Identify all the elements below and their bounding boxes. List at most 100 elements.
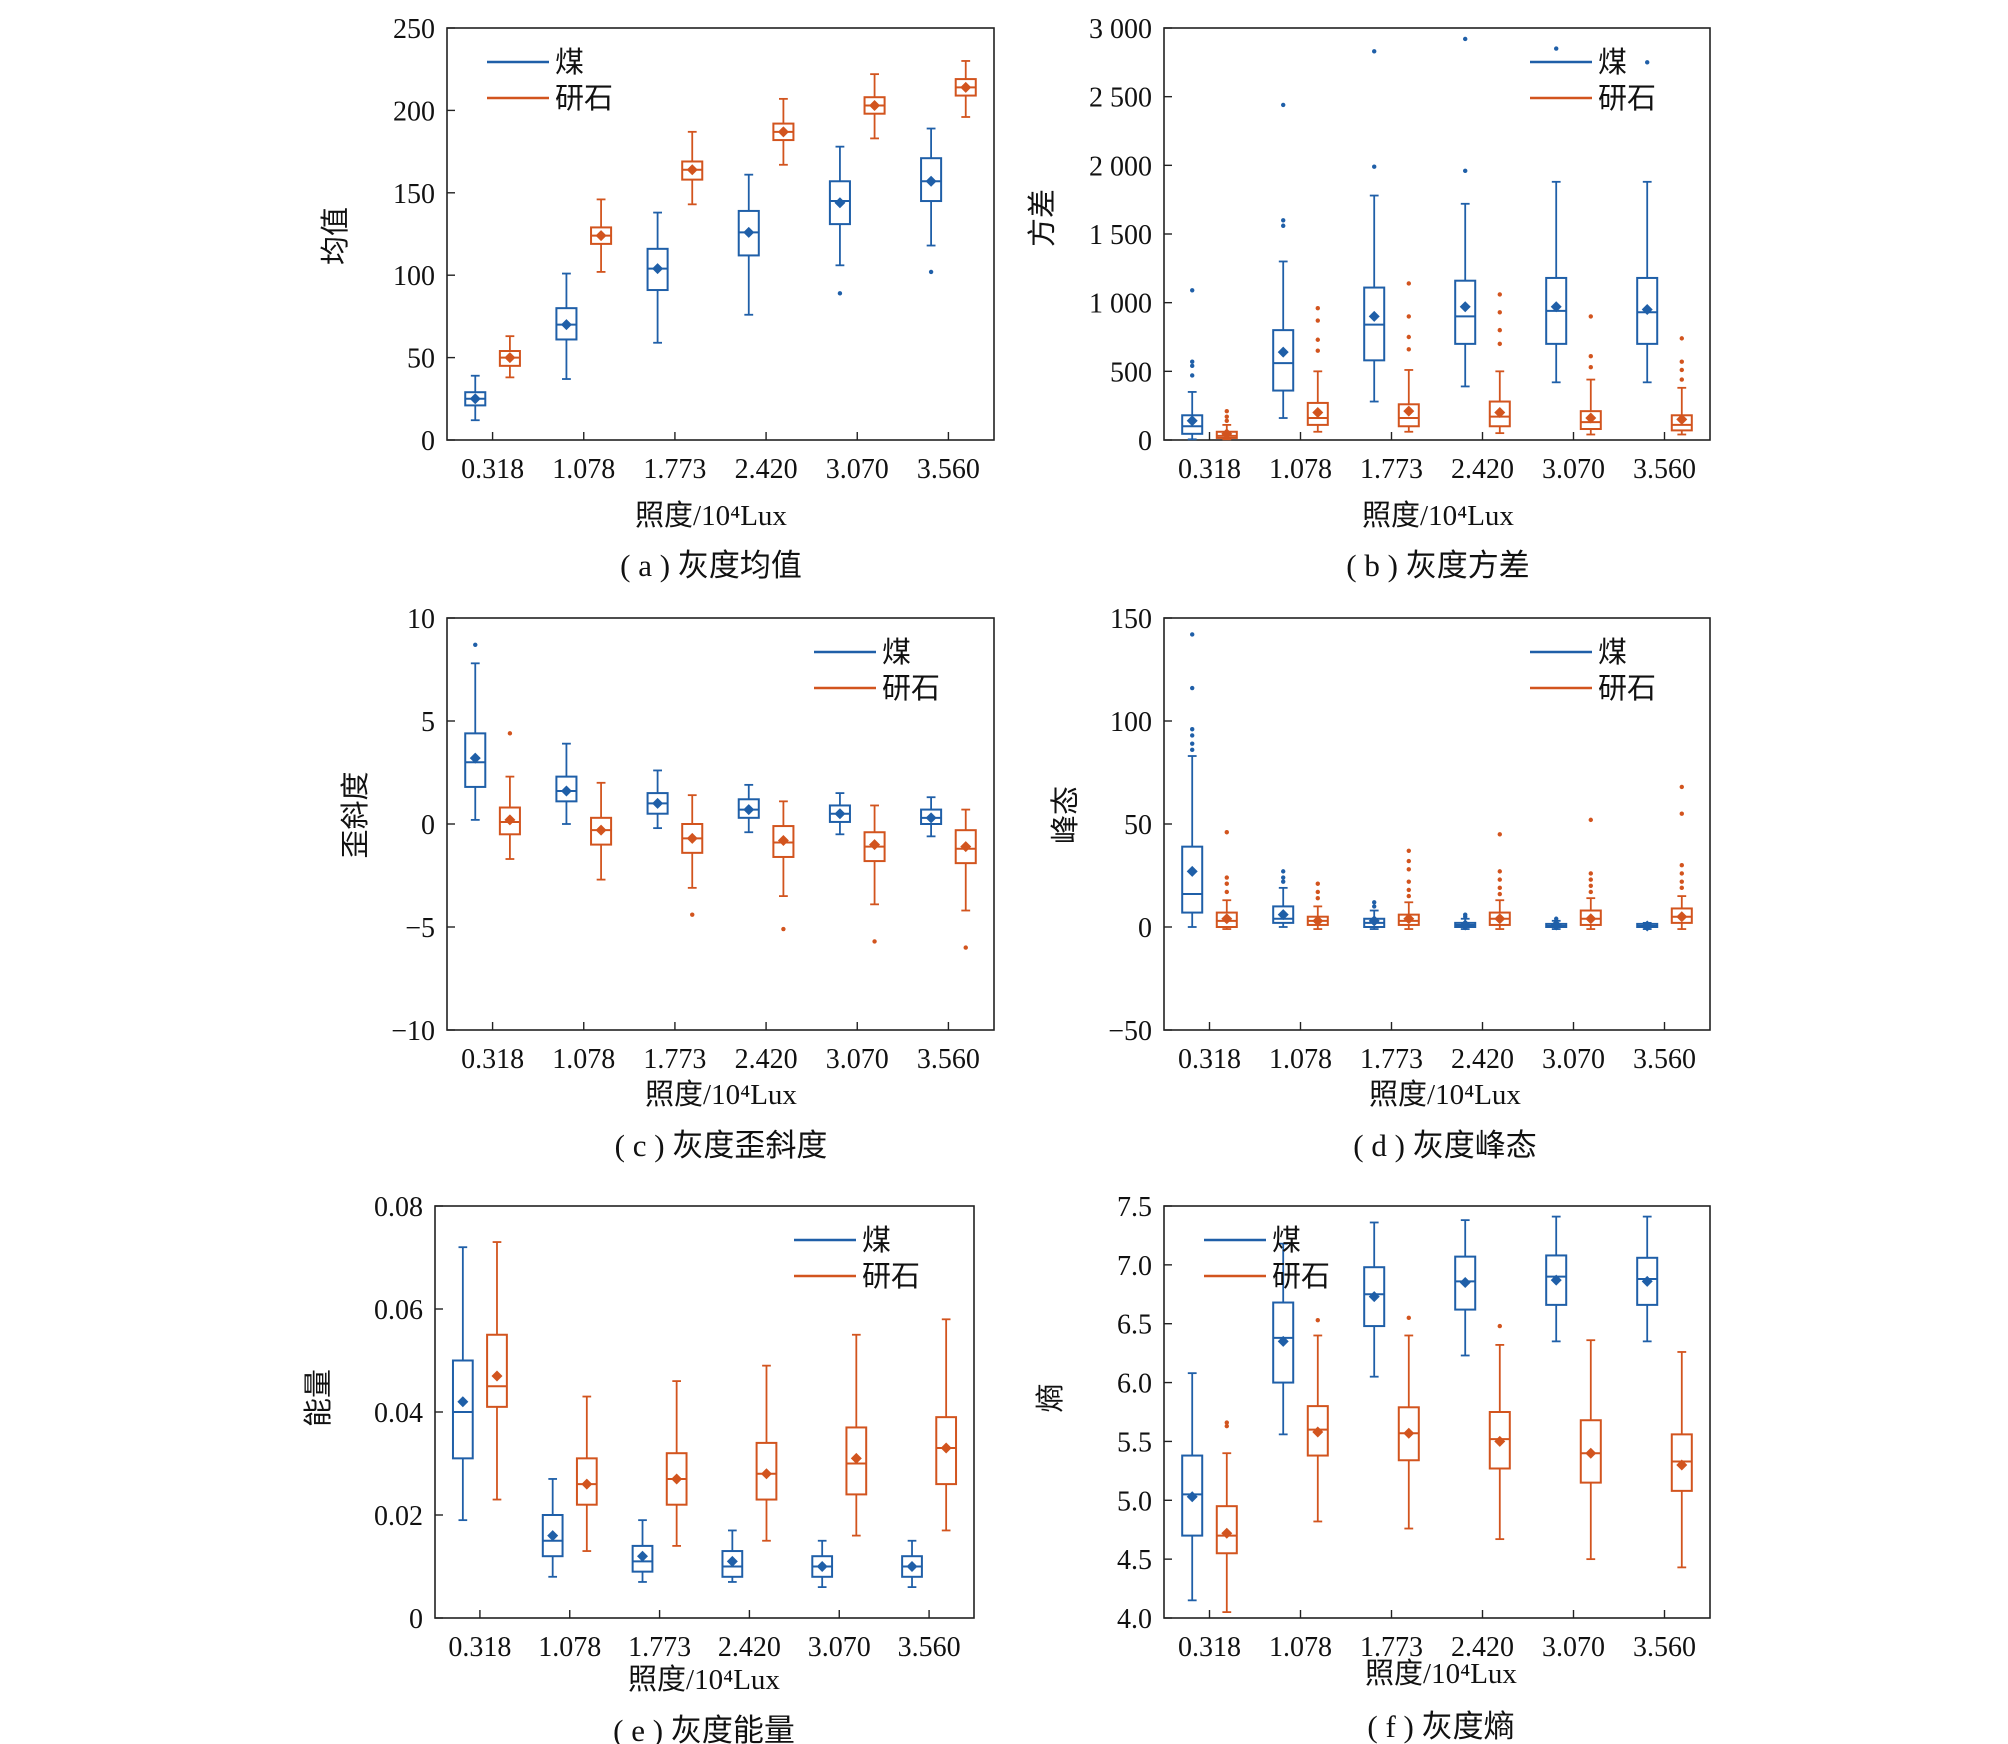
outlier-point bbox=[1224, 881, 1229, 886]
outlier-point bbox=[1497, 885, 1502, 891]
panel-f-caption: ( f ) 灰度熵 bbox=[1367, 1709, 1514, 1744]
panel-a-ytick-label: 100 bbox=[393, 261, 435, 292]
panel-f-plot-frame bbox=[1163, 1205, 1711, 1619]
mean-marker bbox=[1368, 915, 1380, 927]
panel-c-ytick-label: 5 bbox=[421, 707, 435, 738]
mean-marker bbox=[1585, 1447, 1597, 1459]
outlier-point bbox=[473, 642, 478, 647]
panel-f-ytick-label: 7.5 bbox=[1117, 1192, 1152, 1223]
outlier-point bbox=[1281, 875, 1286, 880]
panel-c-skewness: 歪斜度 照度/10⁴Lux ( c ) 灰度歪斜度 −10 −5 0 5 10 0.318… bbox=[339, 604, 995, 1163]
outlier-point bbox=[1679, 885, 1684, 891]
panel-b-ylabel: 方差 bbox=[1026, 189, 1059, 247]
outlier-point bbox=[1554, 46, 1559, 51]
panel-f-ytick-label: 6.5 bbox=[1117, 1310, 1152, 1341]
panel-f-box-coal bbox=[1272, 1242, 1295, 1436]
panel-a-box-coal bbox=[828, 145, 851, 296]
iqr-box bbox=[451, 1359, 474, 1460]
mean-marker bbox=[960, 841, 972, 853]
panel-b-xtick-label: 3.560 bbox=[1633, 454, 1696, 485]
panel-f-ytick-label: 5.0 bbox=[1117, 1486, 1152, 1517]
panel-d-xlabel: 照度/10⁴Lux bbox=[1369, 1078, 1521, 1111]
mean-marker bbox=[457, 1396, 469, 1408]
panel-b-ytick-label: 2 500 bbox=[1089, 83, 1152, 114]
outlier-point bbox=[1190, 733, 1195, 738]
panel-e-ytick-label: 0.04 bbox=[374, 1398, 423, 1429]
panel-a-plot-frame bbox=[446, 27, 995, 441]
panel-b-xtick-label: 3.070 bbox=[1542, 454, 1605, 485]
panel-d-ytick-label: 0 bbox=[1138, 913, 1152, 944]
outlier-point bbox=[1497, 341, 1502, 347]
mean-marker bbox=[834, 808, 846, 820]
panel-d-box-coal bbox=[1181, 632, 1204, 928]
mean-marker bbox=[1221, 1527, 1233, 1539]
outlier-point bbox=[1497, 292, 1502, 297]
mean-marker bbox=[686, 832, 698, 844]
panel-c-box-gangue bbox=[590, 781, 613, 881]
outlier-point bbox=[872, 939, 877, 944]
mean-marker bbox=[581, 1478, 593, 1490]
mean-marker bbox=[1459, 919, 1471, 931]
panel-c-box-gangue bbox=[954, 808, 977, 950]
panel-a-xtick-label: 1.773 bbox=[643, 454, 706, 485]
panel-b-variance: 方差 照度/10⁴Lux ( b ) 灰度方差 0 500 1 000 1 500 2 … bbox=[1026, 14, 1711, 583]
panel-c-xtick-label: 3.070 bbox=[826, 1044, 889, 1075]
panel-c-ytick-label: −5 bbox=[405, 913, 435, 944]
panel-f-box-coal bbox=[1181, 1372, 1204, 1602]
panel-d-legend-label-gangue: 研石 bbox=[1598, 673, 1656, 705]
outlier-point bbox=[1406, 1315, 1411, 1321]
panel-c-ytick-label: 0 bbox=[421, 810, 435, 841]
panel-c-ytick-label: 10 bbox=[407, 604, 435, 635]
panel-e-xlabel: 照度/10⁴Lux bbox=[628, 1663, 780, 1696]
panel-b-box-gangue bbox=[1579, 314, 1602, 436]
mean-marker bbox=[1550, 1274, 1562, 1286]
mean-marker bbox=[637, 1550, 649, 1562]
panel-c-legend-label-coal: 煤 bbox=[882, 636, 911, 669]
panel-b-legend-label-gangue: 研石 bbox=[1598, 83, 1656, 115]
mean-marker bbox=[1277, 1335, 1289, 1347]
panel-c-ylabel: 歪斜度 bbox=[339, 771, 372, 858]
outlier-point bbox=[1190, 747, 1195, 753]
outlier-point bbox=[1463, 36, 1468, 42]
panel-c-box-gangue bbox=[681, 794, 704, 917]
panel-c-ytick-label: −10 bbox=[391, 1016, 435, 1047]
outlier-point bbox=[1281, 218, 1286, 223]
panel-d-xtick-label: 3.560 bbox=[1633, 1044, 1696, 1075]
mean-marker bbox=[1459, 1277, 1471, 1289]
mean-marker bbox=[1641, 920, 1653, 932]
outlier-point bbox=[1190, 685, 1195, 691]
mean-marker bbox=[816, 1561, 828, 1572]
outlier-point bbox=[1315, 318, 1320, 323]
mean-marker bbox=[743, 804, 755, 816]
panel-a-xtick-label: 2.420 bbox=[735, 454, 798, 485]
panel-e-box-gangue bbox=[486, 1241, 508, 1501]
outlier-point bbox=[1679, 377, 1684, 382]
mean-marker bbox=[1494, 913, 1506, 925]
mean-marker bbox=[869, 99, 881, 111]
outlier-point bbox=[1588, 871, 1593, 876]
panel-b-box-coal bbox=[1454, 36, 1477, 388]
panel-d-xtick-label: 2.420 bbox=[1451, 1044, 1514, 1075]
panel-a-mean: 均值 照度/10⁴Lux ( a ) 灰度均值 0 50 100 150 200 250 0… bbox=[319, 14, 995, 583]
outlier-point bbox=[1406, 879, 1411, 884]
panel-b-xtick-label: 2.420 bbox=[1451, 454, 1514, 485]
mean-marker bbox=[1368, 310, 1380, 322]
mean-marker bbox=[1494, 1435, 1506, 1447]
panel-a-box-coal bbox=[737, 173, 760, 316]
panel-f-xtick-label: 1.078 bbox=[1269, 1632, 1332, 1663]
panel-e-xtick-label: 1.078 bbox=[538, 1632, 601, 1663]
outlier-point bbox=[1406, 281, 1411, 286]
panel-b-box-coal bbox=[1545, 46, 1568, 384]
panel-e-xtick-label: 1.773 bbox=[628, 1632, 691, 1663]
panel-e-caption: ( e ) 灰度能量 bbox=[613, 1713, 795, 1744]
iqr-box bbox=[1181, 845, 1204, 914]
panel-e-box-gangue bbox=[665, 1380, 688, 1547]
outlier-point bbox=[1679, 784, 1684, 790]
panel-f-box-gangue bbox=[1306, 1317, 1329, 1523]
outlier-point bbox=[963, 945, 968, 950]
mean-marker bbox=[504, 814, 516, 826]
outlier-point bbox=[690, 912, 695, 917]
panel-f-xtick-label: 2.420 bbox=[1451, 1632, 1514, 1663]
panel-b-xtick-label: 1.773 bbox=[1360, 454, 1423, 485]
panel-f-box-coal bbox=[1636, 1215, 1659, 1343]
